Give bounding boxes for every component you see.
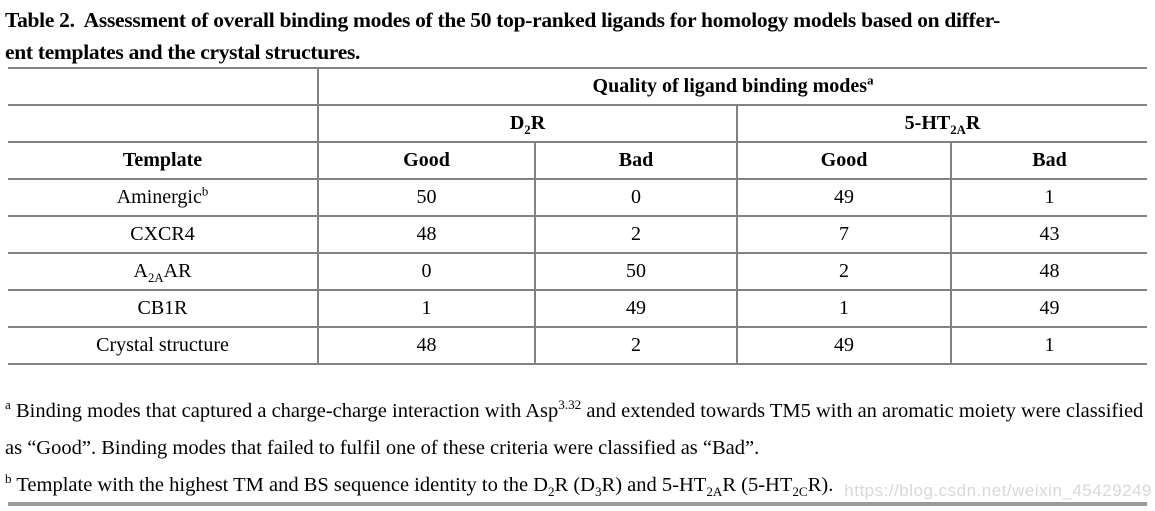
footnotes: a Binding modes that captured a charge-c… [5, 393, 1153, 504]
table-row: Aminergicb 50 0 49 1 [8, 178, 1147, 217]
5ht2ar-group-header: 5-HT2AR [736, 104, 1147, 143]
5ht2ar-bad-column-header: Bad [950, 141, 1147, 180]
table-row: Crystal structure 48 2 49 1 [8, 326, 1147, 365]
value-cell: 2 [534, 326, 737, 365]
binding-modes-table: Quality of ligand binding modesa D2R 5-H… [8, 67, 1147, 365]
header-row-receptors: D2R 5-HT2AR [8, 104, 1147, 143]
value-cell: 48 [950, 252, 1147, 291]
table-row: A2AAR 0 50 2 48 [8, 252, 1147, 291]
table-row: CXCR4 48 2 7 43 [8, 215, 1147, 254]
corner-empty-cell [8, 67, 318, 106]
template-column-header: Template [8, 141, 318, 180]
value-cell: 1 [950, 326, 1147, 365]
value-cell: 0 [317, 252, 535, 291]
value-cell: 50 [317, 178, 535, 217]
value-cell: 0 [534, 178, 737, 217]
footnote-b: b Template with the highest TM and BS se… [5, 471, 834, 500]
bottom-divider-rule [8, 502, 1147, 506]
value-cell: 1 [736, 289, 951, 328]
value-cell: 49 [534, 289, 737, 328]
value-cell: 49 [736, 178, 951, 217]
header-row-quality: Quality of ligand binding modesa [8, 67, 1147, 106]
d2r-bad-column-header: Bad [534, 141, 737, 180]
value-cell: 48 [317, 326, 535, 365]
value-cell: 2 [534, 215, 737, 254]
caption-line-2: ent templates and the crystal structures… [5, 40, 361, 64]
template-name-cell: A2AAR [8, 252, 318, 291]
template-name-cell: CXCR4 [8, 215, 318, 254]
empty-cell [8, 104, 318, 143]
5ht2ar-good-column-header: Good [736, 141, 951, 180]
quality-header-cell: Quality of ligand binding modesa [317, 67, 1147, 106]
template-name-cell: CB1R [8, 289, 318, 328]
value-cell: 48 [317, 215, 535, 254]
d2r-good-column-header: Good [317, 141, 535, 180]
value-cell: 2 [736, 252, 951, 291]
value-cell: 1 [317, 289, 535, 328]
value-cell: 7 [736, 215, 951, 254]
template-name-cell: Crystal structure [8, 326, 318, 365]
value-cell: 49 [736, 326, 951, 365]
template-name-cell: Aminergicb [8, 178, 318, 217]
footnote-a: a Binding modes that captured a charge-c… [5, 397, 1144, 459]
value-cell: 1 [950, 178, 1147, 217]
header-row-columns: Template Good Bad Good Bad [8, 141, 1147, 180]
table-row: CB1R 1 49 1 49 [8, 289, 1147, 328]
watermark-text: https://blog.csdn.net/weixin_45429249 [844, 481, 1152, 500]
caption-line-1: Table 2. Assessment of overall binding m… [5, 8, 1000, 32]
table-body: Aminergicb 50 0 49 1 CXCR4 48 2 7 43 A2AAR 0 50 2 48 CB… [8, 178, 1147, 365]
value-cell: 43 [950, 215, 1147, 254]
value-cell: 49 [950, 289, 1147, 328]
value-cell: 50 [534, 252, 737, 291]
d2r-group-header: D2R [317, 104, 737, 143]
table-caption: Table 2. Assessment of overall binding m… [5, 4, 1153, 68]
